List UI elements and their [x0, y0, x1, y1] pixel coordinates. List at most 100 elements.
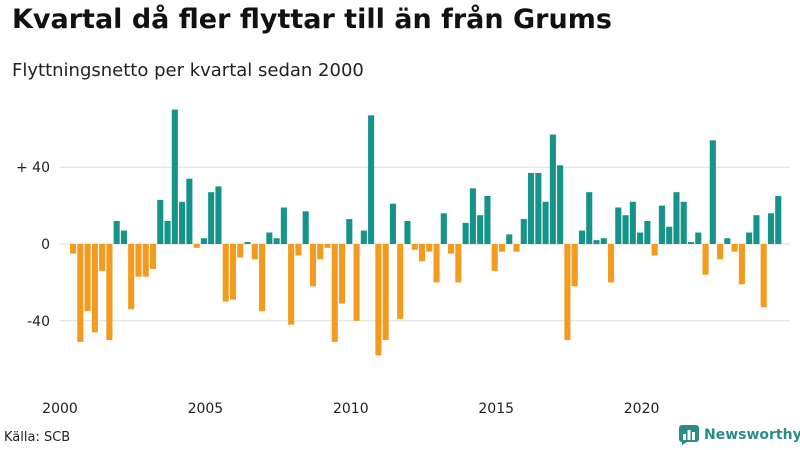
- brand-logo[interactable]: Newsworthy: [679, 425, 800, 445]
- bar: [433, 244, 440, 283]
- bar: [651, 244, 658, 256]
- y-tick-label: -40: [27, 314, 50, 330]
- bar: [622, 215, 629, 244]
- bar: [440, 213, 447, 244]
- bar: [411, 244, 418, 250]
- bar: [288, 244, 295, 325]
- bar: [200, 238, 207, 244]
- brand-name: Newsworthy: [704, 427, 800, 443]
- bar: [215, 186, 222, 244]
- bar: [542, 201, 549, 244]
- bar: [498, 244, 506, 252]
- bar: [179, 201, 186, 244]
- chart-title: Kvartal då fler flyttar till än från Gru…: [12, 4, 612, 35]
- bar: [346, 219, 353, 244]
- y-tick-label: + 40: [16, 160, 50, 176]
- bar: [120, 230, 127, 244]
- bar-chart: + 40 0 -40 2000 2005 2010 2015 2020: [16, 109, 790, 417]
- bar: [149, 244, 157, 269]
- bar: [91, 244, 98, 333]
- bar: [717, 244, 724, 260]
- bar: [637, 232, 644, 244]
- bar: [709, 140, 716, 244]
- bar: [309, 244, 317, 287]
- bar: [331, 244, 338, 342]
- chart-subtitle: Flyttningsnetto per kvartal sedan 2000: [12, 60, 364, 81]
- bar: [702, 244, 709, 275]
- bar: [404, 220, 411, 244]
- bar: [259, 244, 266, 312]
- bar: [593, 240, 600, 244]
- bar: [302, 211, 309, 244]
- bar: [113, 220, 120, 244]
- bar: [557, 165, 564, 244]
- bar: [571, 244, 578, 287]
- bar: [186, 178, 193, 244]
- bar: [600, 238, 607, 244]
- bar: [658, 205, 665, 244]
- bar: [549, 134, 556, 244]
- bar: [586, 192, 593, 244]
- source-note: Källa: SCB: [4, 430, 71, 445]
- bar: [382, 244, 389, 340]
- bar: [375, 244, 382, 356]
- bars: [70, 109, 782, 356]
- bar: [767, 213, 775, 244]
- bar: [469, 188, 476, 244]
- bar: [629, 201, 636, 244]
- bar: [477, 215, 484, 244]
- bar: [208, 192, 215, 244]
- bar: [578, 230, 585, 244]
- bar: [360, 230, 367, 244]
- x-tick-label: 2000: [42, 401, 78, 417]
- bar: [338, 244, 346, 304]
- y-tick-label: 0: [41, 237, 50, 253]
- bar: [673, 192, 680, 244]
- bar: [644, 220, 651, 244]
- bar: [295, 244, 302, 256]
- y-axis-ticks: + 40 0 -40: [16, 160, 50, 330]
- bar: [535, 172, 542, 244]
- bar: [724, 238, 731, 244]
- bar: [731, 244, 738, 252]
- bar: [607, 244, 615, 283]
- bar: [666, 226, 673, 244]
- bar: [77, 244, 84, 342]
- bar: [222, 244, 229, 302]
- bar: [491, 244, 498, 271]
- bar: [273, 238, 280, 244]
- bar: [157, 199, 164, 244]
- bar: [448, 244, 455, 254]
- chart-logo-icon: [679, 425, 699, 445]
- bar: [397, 244, 404, 319]
- bar: [135, 244, 142, 277]
- bar: [564, 244, 571, 340]
- x-axis-ticks: 2000 2005 2010 2015 2020: [42, 401, 659, 417]
- bar: [70, 244, 77, 254]
- bar: [280, 207, 287, 244]
- bar: [695, 232, 702, 244]
- bar: [746, 232, 753, 244]
- bar: [229, 244, 237, 300]
- bar: [462, 222, 469, 244]
- bar: [418, 244, 426, 262]
- bar: [164, 220, 171, 244]
- bar: [106, 244, 113, 340]
- bar: [528, 172, 535, 244]
- bar: [389, 203, 396, 244]
- bar: [738, 244, 745, 285]
- bar: [687, 242, 695, 244]
- x-tick-label: 2010: [333, 401, 369, 417]
- bar: [266, 232, 273, 244]
- bar: [484, 196, 491, 244]
- bar: [520, 219, 527, 244]
- bar: [193, 244, 200, 248]
- bar: [775, 196, 782, 244]
- bar: [128, 244, 135, 310]
- bar: [251, 244, 258, 260]
- bar: [171, 109, 178, 244]
- bar: [753, 215, 760, 244]
- bar: [513, 244, 520, 252]
- bar: [99, 244, 106, 271]
- x-tick-label: 2020: [624, 401, 660, 417]
